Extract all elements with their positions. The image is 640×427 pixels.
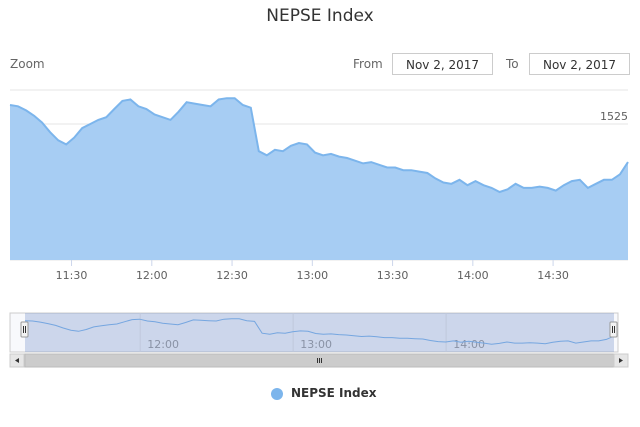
arrow-left-icon bbox=[15, 358, 19, 363]
to-label: To bbox=[506, 57, 519, 71]
x-tick-label: 14:00 bbox=[457, 269, 489, 282]
x-tick-label: 13:00 bbox=[296, 269, 328, 282]
arrow-right-icon bbox=[619, 358, 623, 363]
series-area bbox=[10, 98, 628, 260]
chart-title: NEPSE Index bbox=[266, 6, 374, 26]
from-date-input[interactable]: Nov 2, 2017 bbox=[392, 53, 493, 75]
x-tick-label: 14:30 bbox=[537, 269, 569, 282]
navigator-tick-label: 13:00 bbox=[300, 338, 332, 351]
y-tick-label: 1525 bbox=[600, 110, 628, 123]
x-tick-label: 13:30 bbox=[377, 269, 409, 282]
series-line bbox=[9, 97, 629, 194]
legend-label: NEPSE Index bbox=[291, 386, 377, 400]
navigator-series bbox=[24, 318, 615, 345]
navigator: 12:00 13:00 14:00 bbox=[9, 312, 619, 353]
handle-box bbox=[609, 321, 618, 338]
zoom-label: Zoom bbox=[10, 57, 45, 71]
navigator-scrollbar bbox=[9, 353, 629, 368]
navigator-tick-label: 12:00 bbox=[147, 338, 179, 351]
handle-box bbox=[20, 321, 29, 338]
legend-item[interactable]: NEPSE Index bbox=[271, 386, 377, 400]
x-tick-label: 12:00 bbox=[136, 269, 168, 282]
navigator-handle-right[interactable] bbox=[609, 321, 618, 338]
navigator-tick-label: 14:00 bbox=[453, 338, 485, 351]
x-tick-label: 11:30 bbox=[56, 269, 88, 282]
navigator-handle-left[interactable] bbox=[20, 321, 29, 338]
legend-marker-icon bbox=[271, 387, 283, 400]
main-plot: 15151520152511:3012:0012:3013:0013:3014:… bbox=[9, 89, 629, 282]
navigator-selected-range bbox=[25, 313, 614, 352]
from-label: From bbox=[353, 57, 383, 71]
x-tick-label: 12:30 bbox=[216, 269, 248, 282]
to-date-input[interactable]: Nov 2, 2017 bbox=[529, 53, 630, 75]
